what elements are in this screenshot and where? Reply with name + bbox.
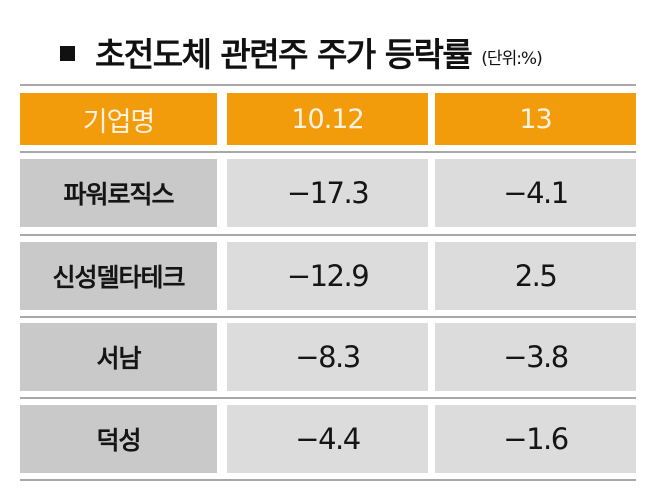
value-1012: −4.4 — [227, 405, 428, 473]
company-name: 파워로직스 — [20, 159, 217, 227]
divider — [20, 151, 636, 153]
value-1012: −12.9 — [227, 242, 428, 310]
divider — [20, 234, 636, 236]
divider — [20, 479, 636, 481]
header-date-13: 13 — [435, 93, 636, 145]
table-row: 신성델타테크 −12.9 2.5 — [20, 242, 636, 310]
title-text: 초전도체 관련주 주가 등락률 — [95, 35, 473, 74]
chart-title: 초전도체 관련주 주가 등락률 (단위:%) — [60, 28, 543, 76]
table-row: 파워로직스 −17.3 −4.1 — [20, 159, 636, 227]
table-row: 덕성 −4.4 −1.6 — [20, 405, 636, 473]
black-square-bullet-icon — [60, 45, 75, 61]
header-company: 기업명 — [20, 93, 217, 145]
divider — [20, 84, 636, 86]
value-13: −3.8 — [435, 323, 636, 391]
value-13: −1.6 — [435, 405, 636, 473]
divider — [20, 397, 636, 399]
company-name: 신성델타테크 — [20, 242, 217, 310]
header-date-1012: 10.12 — [227, 93, 428, 145]
divider — [20, 316, 636, 318]
company-name: 서남 — [20, 323, 217, 391]
table-header-row: 기업명 10.12 13 — [20, 93, 636, 145]
value-1012: −17.3 — [227, 159, 428, 227]
value-1012: −8.3 — [227, 323, 428, 391]
value-13: 2.5 — [435, 242, 636, 310]
table-row: 서남 −8.3 −3.8 — [20, 323, 636, 391]
company-name: 덕성 — [20, 405, 217, 473]
value-13: −4.1 — [435, 159, 636, 227]
unit-label: (단위:%) — [481, 48, 542, 69]
